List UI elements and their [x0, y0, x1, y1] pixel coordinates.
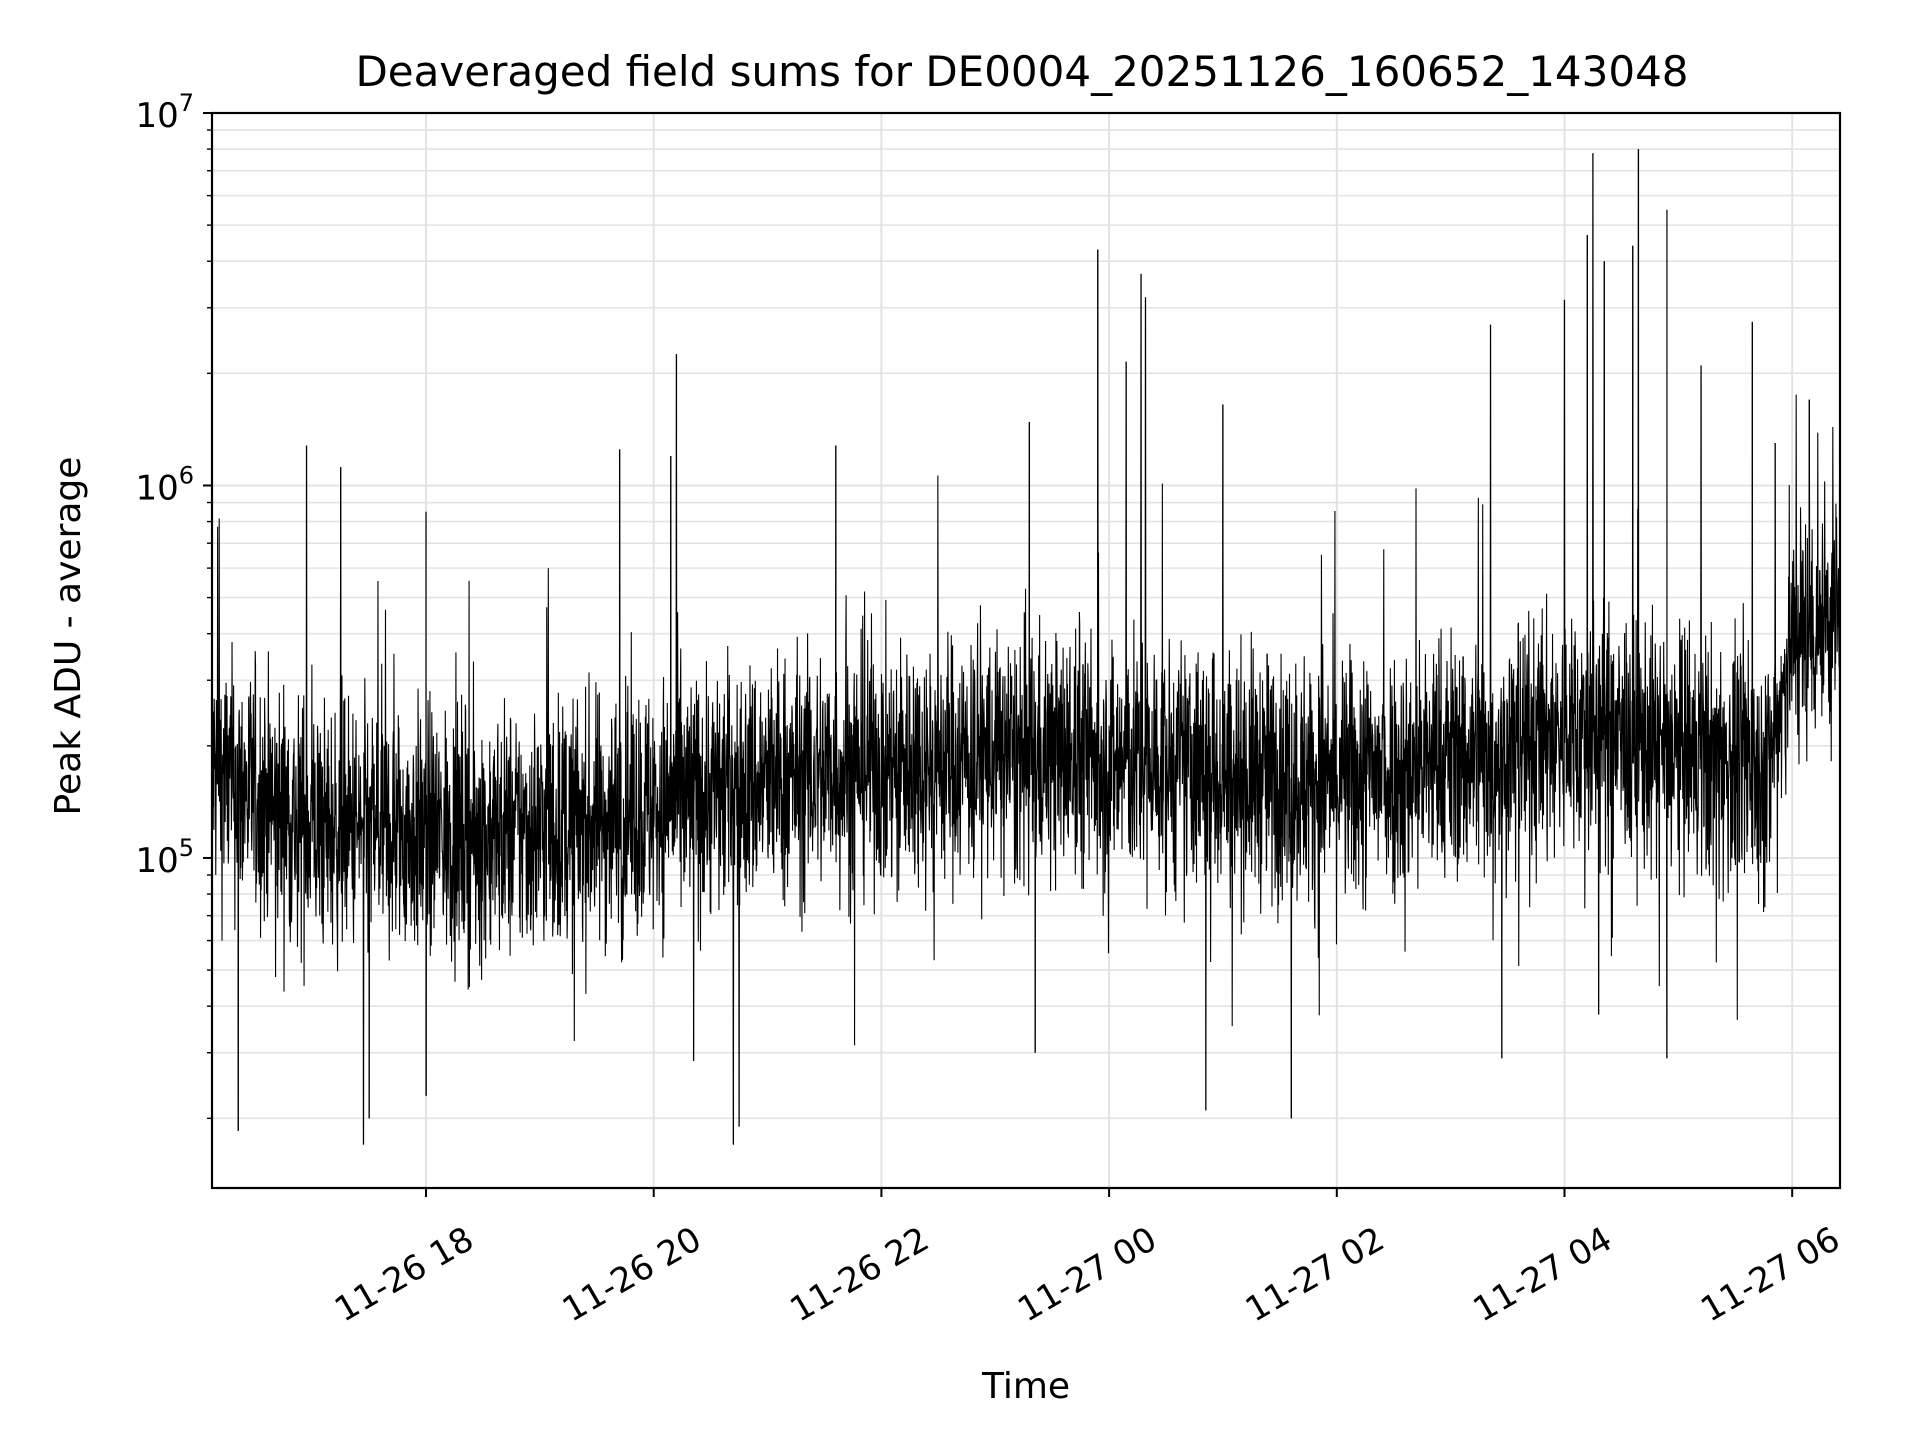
y-tick-label: 106	[135, 461, 194, 508]
y-tick-label: 107	[135, 89, 194, 136]
y-axis-label: Peak ADU - average	[48, 457, 89, 816]
y-tick-label-exponent: 5	[179, 834, 194, 862]
y-tick-label-base: 10	[135, 841, 178, 881]
series-group	[211, 149, 1841, 1145]
y-tick-label-exponent: 6	[179, 461, 194, 489]
y-tick-label: 105	[135, 834, 194, 881]
y-tick-label-base: 10	[135, 96, 178, 136]
chart-title: Deaveraged field sums for DE0004_2025112…	[355, 47, 1688, 96]
y-tick-label-base: 10	[135, 468, 178, 508]
series-line	[211, 149, 1841, 1145]
y-tick-label-exponent: 7	[179, 89, 194, 117]
plot-frame	[210, 111, 1842, 1190]
x-axis-label: Time	[981, 1366, 1070, 1407]
